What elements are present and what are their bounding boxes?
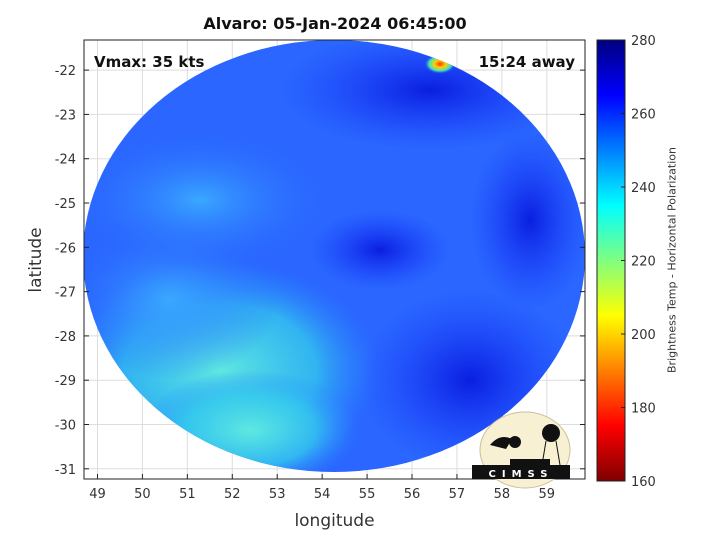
plot-title: Alvaro: 05-Jan-2024 06:45:00 bbox=[203, 14, 467, 33]
colorbar-tick-label: 220 bbox=[631, 255, 656, 270]
axis-ticks: 49 50 51 52 53 54 55 56 57 58 59 -22 -23 -24 -25 -26 -27… bbox=[55, 64, 585, 502]
x-tick-label: 58 bbox=[494, 487, 511, 502]
axes-box bbox=[83, 39, 586, 480]
y-tick-label: -23 bbox=[55, 108, 76, 123]
colorbar-label: Brightness Temp - Horizontal Polarizatio… bbox=[665, 147, 679, 373]
colorbar-tick-label: 240 bbox=[631, 181, 656, 196]
x-axis-label: longitude bbox=[294, 511, 375, 531]
x-tick-label: 51 bbox=[179, 487, 196, 502]
y-tick-label: -28 bbox=[55, 330, 76, 345]
colorbar-tick-label: 180 bbox=[631, 402, 656, 417]
y-tick-label: -31 bbox=[55, 463, 76, 478]
colorbar-ticks: 280 260 240 220 200 180 160 bbox=[621, 34, 656, 490]
x-tick-label: 54 bbox=[314, 487, 331, 502]
y-tick-label: -26 bbox=[55, 241, 76, 256]
y-tick-label: -30 bbox=[55, 419, 76, 434]
x-tick-label: 59 bbox=[539, 487, 556, 502]
time-away-label: 15:24 away bbox=[478, 53, 575, 71]
x-tick-label: 57 bbox=[449, 487, 466, 502]
y-tick-label: -25 bbox=[55, 197, 76, 212]
colorbar-tick-label: 160 bbox=[631, 475, 656, 490]
x-tick-label: 55 bbox=[359, 487, 376, 502]
x-tick-label: 52 bbox=[224, 487, 241, 502]
x-tick-label: 50 bbox=[134, 487, 151, 502]
cimss-logo: CIMSS bbox=[472, 411, 571, 489]
y-tick-label: -24 bbox=[55, 153, 76, 168]
logo-text: CIMSS bbox=[489, 469, 554, 480]
vmax-label: Vmax: 35 kts bbox=[94, 53, 205, 71]
y-tick-label: -29 bbox=[55, 374, 76, 389]
y-tick-label: -22 bbox=[55, 64, 76, 79]
y-tick-label: -27 bbox=[55, 286, 76, 301]
colorbar-tick-label: 260 bbox=[631, 108, 656, 123]
colorbar-tick-label: 280 bbox=[631, 34, 656, 49]
x-tick-label: 56 bbox=[404, 487, 421, 502]
y-axis-label: latitude bbox=[26, 227, 46, 293]
colorbar bbox=[596, 39, 626, 482]
x-tick-label: 53 bbox=[269, 487, 286, 502]
x-tick-label: 49 bbox=[89, 487, 106, 502]
colorbar-tick-label: 200 bbox=[631, 328, 656, 343]
